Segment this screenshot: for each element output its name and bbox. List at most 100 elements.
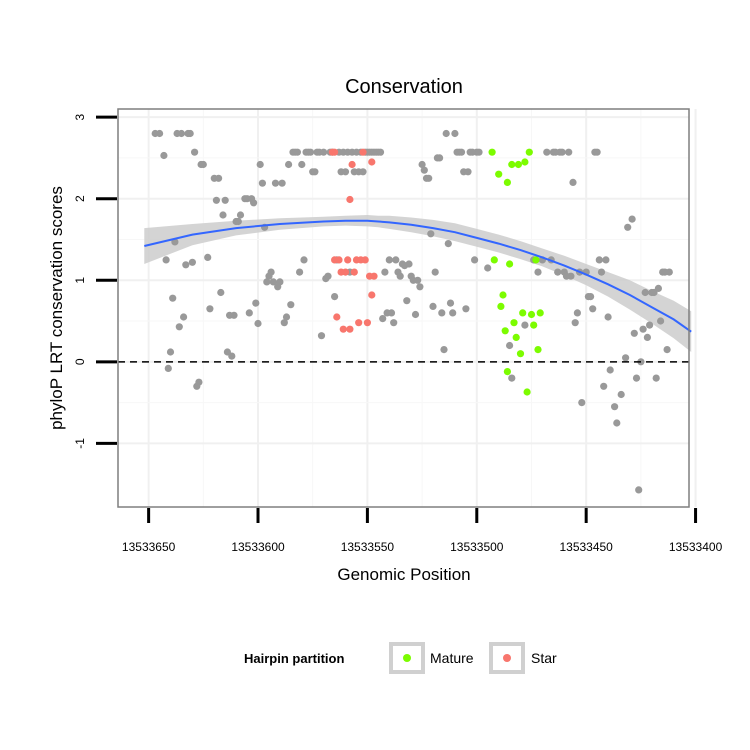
point-other-20	[199, 160, 207, 169]
point-other-6	[169, 294, 177, 302]
point-other-110	[403, 297, 411, 305]
point-star-22	[370, 272, 378, 280]
point-other-155	[554, 268, 562, 276]
smooth-ribbon	[144, 215, 692, 352]
point-other-180	[613, 419, 621, 427]
point-star-20	[368, 158, 376, 166]
point-other-105	[392, 256, 400, 264]
point-mature-12	[514, 160, 523, 169]
point-star-16	[359, 148, 367, 156]
point-other-102	[385, 256, 393, 264]
point-other-103	[387, 309, 396, 317]
point-other-132	[451, 129, 459, 138]
point-other-176	[602, 256, 610, 264]
point-star-10	[346, 195, 354, 204]
point-other-52	[276, 278, 284, 286]
point-other-185	[630, 329, 638, 337]
point-mature-9	[508, 160, 516, 169]
point-other-71	[317, 332, 326, 340]
point-other-160	[565, 148, 573, 156]
point-star-8	[344, 256, 352, 264]
point-star-6	[339, 325, 347, 333]
point-other-116	[416, 283, 424, 291]
point-other-183	[624, 223, 632, 231]
legend-label-star: Star	[531, 650, 557, 666]
point-other-98	[376, 148, 385, 156]
point-other-74	[324, 272, 332, 280]
x-axis-title: Genomic Position	[337, 565, 470, 584]
point-other-163	[571, 319, 579, 327]
point-other-10	[177, 129, 185, 138]
point-other-62	[298, 160, 306, 169]
point-other-90	[359, 168, 367, 176]
point-mature-18	[527, 310, 536, 319]
point-other-195	[652, 374, 660, 382]
point-other-44	[258, 179, 266, 187]
point-mature-11	[512, 333, 520, 341]
point-other-114	[411, 310, 420, 319]
point-other-162	[569, 178, 577, 186]
point-other-115	[414, 276, 422, 284]
point-mature-20	[532, 256, 540, 264]
point-star-9	[346, 325, 354, 333]
x-tick-label-1: 13533600	[231, 540, 285, 554]
point-other-146	[508, 374, 516, 382]
point-star-7	[341, 268, 350, 276]
point-other-189	[639, 325, 647, 333]
chart-title: Conservation	[345, 76, 463, 98]
legend-label-mature: Mature	[430, 650, 474, 666]
point-mature-10	[510, 319, 518, 327]
y-axis-title: phyloP LRT conservation scores	[47, 186, 66, 430]
point-other-118	[420, 166, 428, 174]
point-other-68	[311, 168, 319, 176]
point-other-16	[191, 148, 199, 156]
point-star-11	[348, 160, 356, 169]
point-mature-15	[521, 158, 529, 166]
point-other-179	[611, 403, 619, 411]
point-other-161	[567, 272, 575, 280]
point-other-72	[320, 148, 328, 156]
point-other-111	[405, 260, 413, 268]
point-other-135	[457, 148, 466, 156]
point-other-149	[534, 268, 542, 276]
point-other-178	[606, 366, 614, 374]
point-other-15	[188, 258, 196, 266]
point-other-54	[280, 319, 288, 327]
point-other-53	[278, 179, 286, 187]
point-other-49	[269, 278, 277, 286]
point-other-63	[300, 256, 308, 264]
point-other-50	[271, 179, 280, 187]
point-mature-2	[495, 170, 503, 178]
point-other-191	[643, 333, 652, 341]
point-other-138	[464, 168, 472, 176]
point-other-201	[665, 268, 673, 276]
point-other-9	[175, 323, 183, 331]
point-other-1	[156, 129, 164, 138]
point-other-129	[444, 240, 452, 248]
point-other-187	[635, 486, 643, 494]
point-other-130	[446, 299, 455, 307]
point-other-41	[252, 299, 260, 307]
point-other-196	[654, 284, 663, 292]
point-other-55	[282, 313, 291, 321]
point-other-66	[306, 148, 315, 156]
point-star-3	[333, 313, 341, 321]
point-mature-8	[506, 260, 514, 268]
point-mature-13	[516, 350, 525, 358]
point-other-184	[628, 215, 636, 223]
point-star-21	[368, 291, 376, 299]
point-other-57	[287, 301, 295, 309]
point-other-170	[589, 305, 597, 313]
point-mature-7	[503, 368, 511, 376]
y-tick-label-2: 1	[73, 277, 87, 284]
point-other-123	[431, 268, 439, 276]
point-other-82	[341, 168, 350, 176]
point-other-34	[234, 217, 242, 226]
point-other-31	[228, 352, 236, 360]
point-other-127	[440, 346, 448, 354]
point-other-48	[267, 268, 275, 276]
point-other-151	[543, 148, 551, 156]
point-other-172	[593, 148, 601, 156]
point-other-182	[622, 354, 630, 362]
smooth-line	[144, 219, 692, 333]
